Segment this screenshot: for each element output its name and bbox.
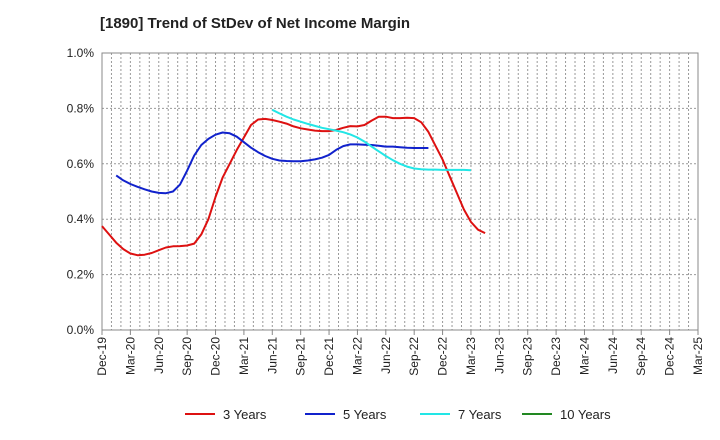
y-tick-label: 0.2% bbox=[67, 268, 95, 282]
x-tick-label: Sep-24 bbox=[634, 337, 648, 376]
series-line-7-years bbox=[271, 108, 472, 172]
y-tick-label: 0.6% bbox=[67, 157, 95, 171]
y-tick-label: 0.4% bbox=[67, 212, 95, 226]
legend-label: 7 Years bbox=[458, 407, 502, 422]
x-tick-label: Dec-23 bbox=[549, 337, 563, 376]
x-tick-label: Jun-20 bbox=[152, 337, 166, 374]
series-line-5-years bbox=[115, 131, 429, 195]
x-tick-label: Sep-23 bbox=[521, 337, 535, 376]
legend-label: 5 Years bbox=[343, 407, 387, 422]
x-tick-label: Dec-19 bbox=[95, 337, 109, 376]
plot-area bbox=[102, 53, 698, 330]
x-tick-label: Sep-22 bbox=[407, 337, 421, 376]
x-tick-label: Mar-20 bbox=[123, 337, 137, 375]
x-tick-label: Dec-20 bbox=[209, 337, 223, 376]
y-tick-label: 0.0% bbox=[67, 323, 95, 337]
plot-border bbox=[101, 52, 699, 331]
x-tick-label: Dec-21 bbox=[322, 337, 336, 376]
y-tick-label: 0.8% bbox=[67, 101, 95, 115]
legend-label: 10 Years bbox=[560, 407, 611, 422]
x-tick-label: Mar-25 bbox=[691, 337, 705, 375]
x-tick-label: Jun-21 bbox=[265, 337, 279, 374]
series-line-3-years bbox=[101, 115, 486, 257]
y-tick-label: 1.0% bbox=[67, 46, 95, 60]
x-tick-label: Mar-24 bbox=[577, 337, 591, 375]
x-tick-label: Mar-22 bbox=[350, 337, 364, 375]
x-tick-label: Dec-24 bbox=[663, 337, 677, 376]
x-tick-label: Jun-24 bbox=[606, 337, 620, 374]
x-tick-label: Mar-23 bbox=[464, 337, 478, 375]
x-tick-label: Jun-23 bbox=[492, 337, 506, 374]
x-tick-label: Sep-20 bbox=[180, 337, 194, 376]
legend-label: 3 Years bbox=[223, 407, 267, 422]
x-tick-label: Dec-22 bbox=[436, 337, 450, 376]
x-tick-label: Sep-21 bbox=[294, 337, 308, 376]
chart-title: [1890] Trend of StDev of Net Income Marg… bbox=[100, 15, 411, 32]
x-tick-label: Mar-21 bbox=[237, 337, 251, 375]
x-tick-label: Jun-22 bbox=[379, 337, 393, 374]
